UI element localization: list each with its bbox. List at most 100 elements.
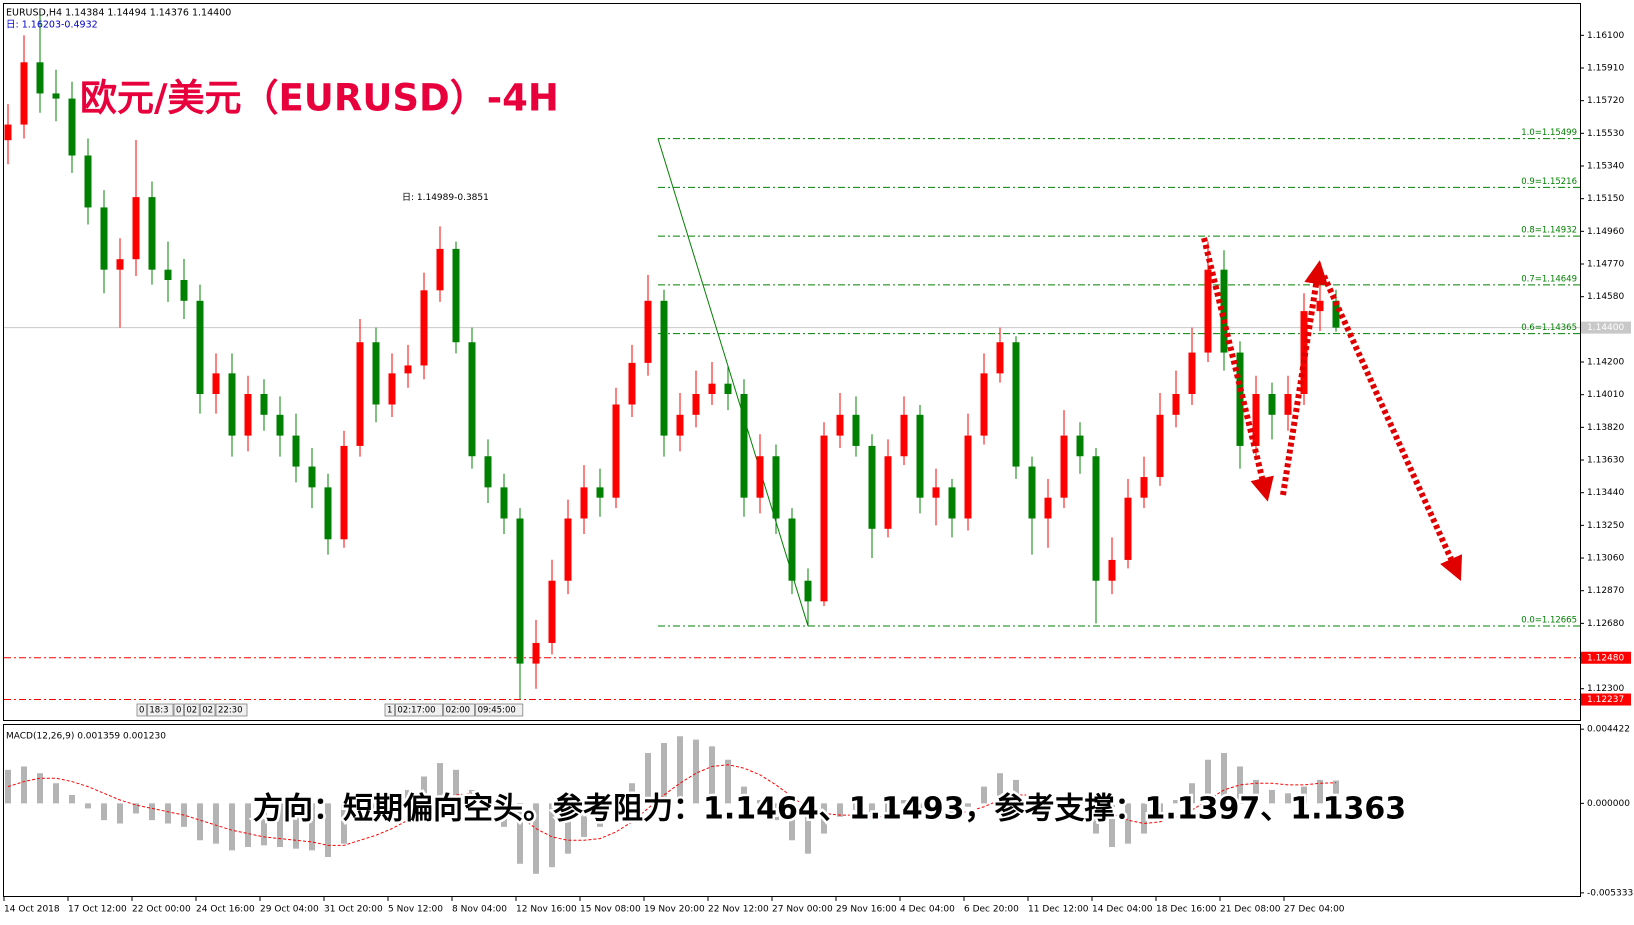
x-tick-label: 4 Dec 04:00	[900, 905, 955, 915]
macd-bar	[389, 800, 395, 804]
annotation-arrows	[1201, 237, 1463, 581]
fib-label: 0.6=1.14365	[1521, 323, 1577, 333]
y-tick-label: 1.15910	[1587, 63, 1624, 73]
candle-body	[692, 393, 700, 415]
macd-bar	[101, 803, 107, 821]
candle-body	[452, 248, 460, 343]
y-tick-label: 1.15720	[1587, 96, 1624, 106]
macd-bar	[917, 803, 923, 811]
macd-bar	[597, 803, 603, 827]
fib-label: 0.9=1.15216	[1521, 177, 1577, 187]
y-tick-label: 1.14580	[1587, 292, 1624, 302]
macd-bar	[21, 766, 27, 804]
candle-body	[644, 300, 652, 363]
macd-bar	[1013, 779, 1019, 804]
candle-body	[1060, 435, 1068, 498]
candle-body	[180, 279, 188, 301]
macd-bar	[709, 746, 715, 804]
macd-bar	[933, 803, 939, 814]
current-price-box	[1581, 321, 1631, 334]
macd-bar	[1189, 783, 1195, 804]
candle-body	[36, 62, 44, 94]
macd-bar	[885, 803, 891, 814]
macd-bar	[613, 803, 619, 807]
macd-bar	[693, 739, 699, 804]
candle-body	[772, 456, 780, 519]
y-tick-label: 1.15340	[1587, 162, 1624, 172]
candle-body	[164, 269, 172, 280]
y-tick-label: 1.12300	[1587, 684, 1624, 694]
candle-body	[500, 487, 508, 519]
candle-body	[1108, 559, 1116, 581]
candle-body	[276, 414, 284, 436]
macd-bar	[1253, 779, 1259, 804]
object-label-box	[146, 703, 174, 717]
candle-body	[1172, 393, 1180, 415]
x-tick-label: 6 Dec 20:00	[964, 905, 1019, 915]
macd-bar	[981, 786, 987, 804]
macd-bar	[1221, 753, 1227, 804]
fib-label: 1.0=1.15499	[1521, 128, 1577, 138]
x-tick-label: 19 Nov 20:00	[644, 905, 705, 915]
overlay-note: 方向：短期偏向空头。参考阻力：1.1464、1.1493，参考支撑：1.1397…	[253, 792, 1406, 827]
candle-body	[996, 342, 1004, 374]
x-tick-label: 22 Oct 00:00	[132, 905, 191, 915]
macd-bar	[437, 763, 443, 804]
macd-bar	[517, 803, 523, 864]
candle-body	[1156, 414, 1164, 478]
macd-bar	[965, 803, 971, 807]
candle-body	[4, 124, 12, 141]
x-tick-label: 22 Nov 12:00	[708, 905, 769, 915]
candle-body	[1332, 300, 1340, 328]
arrow	[1201, 237, 1274, 502]
candle-body	[260, 393, 268, 415]
candle-body	[228, 373, 236, 436]
candle-body	[372, 342, 380, 405]
macd-bar	[421, 776, 427, 804]
candle-body	[148, 197, 156, 270]
x-tick-label: 14 Oct 2018	[4, 905, 60, 915]
candle-body	[1044, 497, 1052, 519]
current-price-label: 1.14400	[1587, 323, 1624, 333]
macd-bar	[1237, 766, 1243, 804]
macd-bar	[773, 803, 779, 821]
macd-bar	[741, 786, 747, 804]
fib-label: 0.7=1.14649	[1521, 274, 1577, 284]
fib-label: 0.0=1.12665	[1521, 615, 1577, 625]
object-label-box	[394, 703, 443, 717]
y-tick-label: 1.14960	[1587, 227, 1624, 237]
candle-body	[596, 487, 604, 498]
macd-bar	[53, 783, 59, 804]
candle-body	[900, 414, 908, 457]
macd-bar	[757, 800, 763, 804]
fib-trendline	[657, 138, 809, 627]
candle-body	[1252, 393, 1260, 446]
candle-body	[916, 414, 924, 498]
candle-body	[84, 155, 92, 208]
object-label: 02:00	[446, 706, 471, 716]
candle-body	[532, 642, 540, 664]
macd-bar	[1061, 796, 1067, 804]
candle-body	[548, 580, 556, 643]
macd-bar	[85, 803, 91, 809]
y-tick-label: -0.005333	[1587, 888, 1633, 898]
macd-bar	[533, 803, 539, 874]
macd-bar	[1109, 803, 1115, 847]
candle-body	[1092, 456, 1100, 581]
macd-bar	[549, 803, 555, 868]
candle-body	[1188, 352, 1196, 394]
subheader: 日: 1.16203-0.4932	[6, 20, 98, 31]
level-box	[1581, 693, 1631, 706]
candle-body	[1012, 342, 1020, 467]
candle-body	[388, 373, 396, 405]
macd-bar	[469, 789, 475, 804]
candle-body	[836, 414, 844, 436]
object-label: 0	[176, 706, 181, 716]
macd-bar	[69, 794, 75, 804]
annotation: 日: 1.14989-0.3851	[402, 192, 489, 203]
macd-bar	[277, 803, 283, 847]
y-tick-label: 1.13820	[1587, 423, 1624, 433]
candle-body	[708, 383, 716, 394]
macd-bar	[149, 803, 155, 821]
